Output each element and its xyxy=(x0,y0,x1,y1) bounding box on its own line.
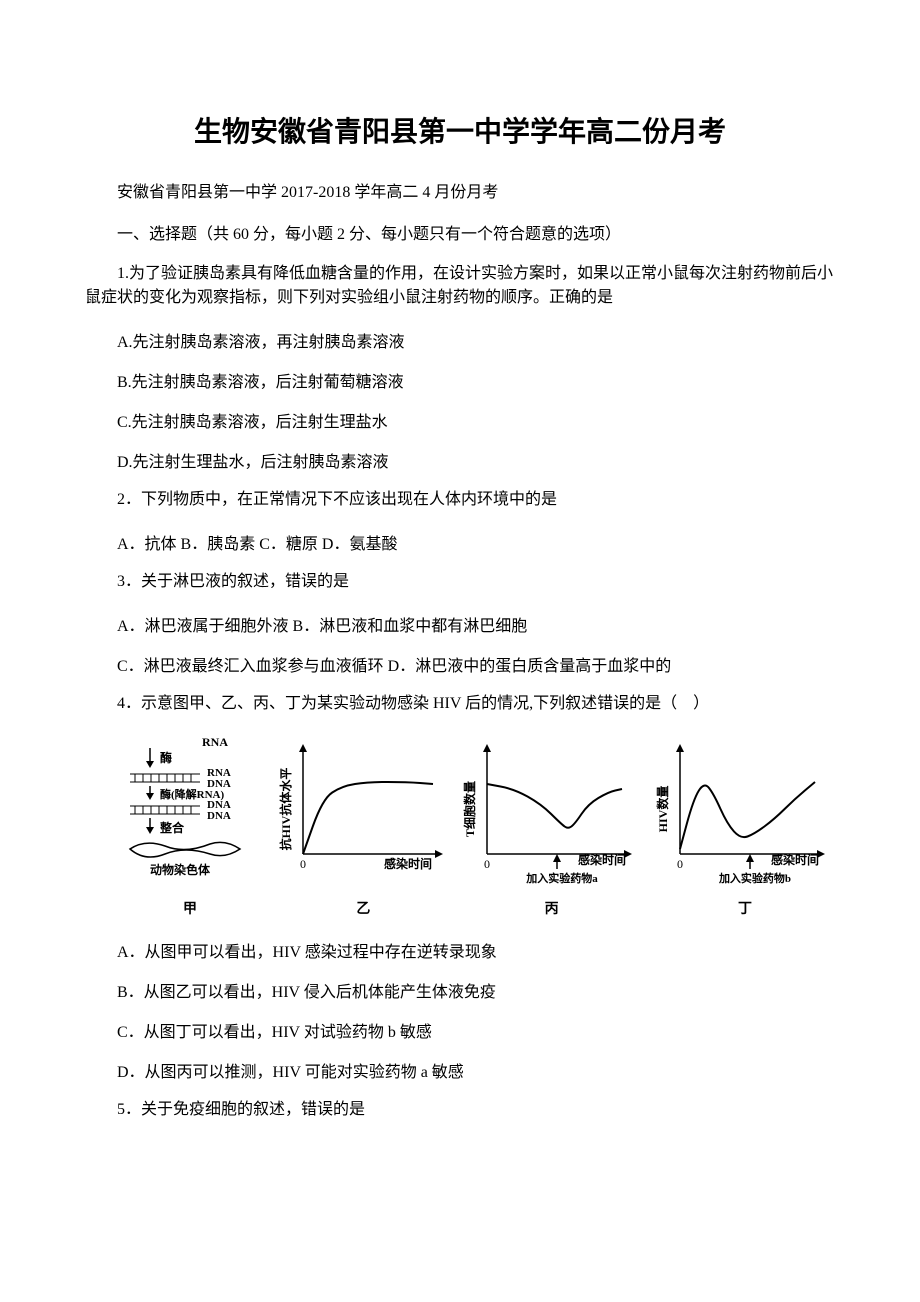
figure-yi-svg: 抗HIV抗体水平 0 感染时间 xyxy=(278,734,448,894)
q3-options-cd: C．淋巴液最终汇入血浆参与血液循环 D．淋巴液中的蛋白质含量高于血浆中的 xyxy=(85,652,835,676)
bing-origin: 0 xyxy=(484,857,490,871)
figure-ding-svg: HIV数量 0 感染时间 加入实验药物b xyxy=(655,734,835,894)
figure-yi: 抗HIV抗体水平 0 感染时间 乙 xyxy=(278,734,448,918)
ding-origin: 0 xyxy=(677,857,683,871)
yi-curve xyxy=(303,782,433,854)
jia-rna-top: RNA xyxy=(202,735,228,749)
figure-jia: RNA 酶 RNA DNA 酶(降解RNA) xyxy=(115,734,265,918)
jia-bottom-label: 动物染色体 xyxy=(150,862,211,877)
q4-figure-row: RNA 酶 RNA DNA 酶(降解RNA) xyxy=(115,734,835,918)
jia-label: 甲 xyxy=(183,898,197,918)
yi-xlabel: 感染时间 xyxy=(384,856,432,871)
yi-ylabel: 抗HIV抗体水平 xyxy=(278,768,293,851)
bing-ylabel: T细胞数量 xyxy=(462,781,477,837)
yi-origin: 0 xyxy=(300,857,306,871)
ding-arrow-label: 加入实验药物b xyxy=(718,871,791,885)
q4-option-b: B．从图乙可以看出，HIV 侵入后机体能产生体液免疫 xyxy=(85,978,835,1002)
q3-options-ab: A．淋巴液属于细胞外液 B．淋巴液和血浆中都有淋巴细胞 xyxy=(85,612,835,636)
figure-bing: T细胞数量 0 感染时间 加入实验药物a 丙 xyxy=(462,734,642,918)
bing-xlabel: 感染时间 xyxy=(578,852,626,867)
jia-strand-2 xyxy=(130,806,200,814)
q2-stem: 2．下列物质中，在正常情况下不应该出现在人体内环境中的是 xyxy=(85,488,835,512)
ding-ylabel: HIV数量 xyxy=(655,786,670,833)
q1-option-c: C.先注射胰岛素溶液，后注射生理盐水 xyxy=(85,408,835,432)
jia-row2-dna2: DNA xyxy=(207,810,231,822)
q4-option-c: C．从图丁可以看出，HIV 对试验药物 b 敏感 xyxy=(85,1018,835,1042)
q4-option-d: D．从图丙可以推测，HIV 可能对实验药物 a 敏感 xyxy=(85,1058,835,1082)
bing-label: 丙 xyxy=(545,898,559,918)
q4-option-a: A．从图甲可以看出，HIV 感染过程中存在逆转录现象 xyxy=(85,938,835,962)
figure-ding: HIV数量 0 感染时间 加入实验药物b 丁 xyxy=(655,734,835,918)
bing-arrow-label: 加入实验药物a xyxy=(525,871,598,885)
q2-options: A．抗体 B．胰岛素 C．糖原 D．氨基酸 xyxy=(85,530,835,554)
yi-label: 乙 xyxy=(356,898,370,918)
section-header: 一、选择题（共 60 分，每小题 2 分、每小题只有一个符合题意的选项） xyxy=(85,220,835,244)
q1-option-a: A.先注射胰岛素溶液，再注射胰岛素溶液 xyxy=(85,328,835,352)
figure-jia-svg: RNA 酶 RNA DNA 酶(降解RNA) xyxy=(115,734,265,894)
q1-option-b: B.先注射胰岛素溶液，后注射葡萄糖溶液 xyxy=(85,368,835,392)
figure-bing-svg: T细胞数量 0 感染时间 加入实验药物a xyxy=(462,734,642,894)
ding-xlabel: 感染时间 xyxy=(771,852,819,867)
jia-strand-1 xyxy=(130,774,200,782)
jia-enzyme-1: 酶 xyxy=(160,750,172,765)
q4-stem: 4．示意图甲、乙、丙、丁为某实验动物感染 HIV 后的情况,下列叙述错误的是（ … xyxy=(85,692,835,716)
page-title: 生物安徽省青阳县第一中学学年高二份月考 xyxy=(85,110,835,150)
chromosome-icon xyxy=(130,842,240,857)
q1-option-d: D.先注射生理盐水，后注射胰岛素溶液 xyxy=(85,448,835,472)
q5-stem: 5．关于免疫细胞的叙述，错误的是 xyxy=(85,1098,835,1122)
jia-integrate: 整合 xyxy=(159,820,185,835)
q1-stem: 1.为了验证胰岛素具有降低血糖含量的作用，在设计实验方案时，如果以正常小鼠每次注… xyxy=(85,262,835,310)
q3-stem: 3．关于淋巴液的叙述，错误的是 xyxy=(85,570,835,594)
ding-label: 丁 xyxy=(738,898,752,918)
ding-curve xyxy=(680,782,815,849)
subtitle: 安徽省青阳县第一中学 2017-2018 学年高二 4 月份月考 xyxy=(85,178,835,202)
bing-curve xyxy=(487,784,622,828)
